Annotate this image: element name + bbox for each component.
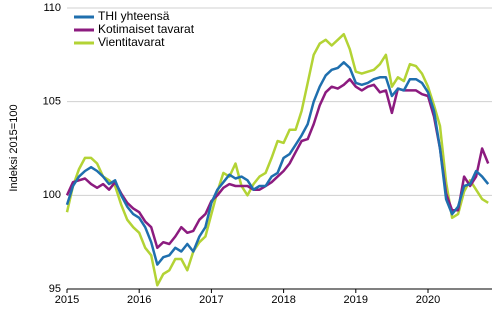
line-series: [65, 77, 490, 250]
y-tick-label: 100: [43, 189, 61, 201]
y-tick-label: 95: [49, 283, 61, 295]
line-series: [65, 61, 490, 266]
x-tick-label: 2019: [344, 294, 368, 306]
y-tick-label: 110: [43, 2, 61, 14]
x-tick-label: 2017: [199, 294, 223, 306]
x-tick-label: 2020: [416, 294, 440, 306]
y-tick-label: 105: [43, 96, 61, 108]
x-tick-label: 2015: [55, 294, 79, 306]
legend-label: THI yhteensä: [98, 9, 170, 23]
x-tick-label: 2018: [271, 294, 295, 306]
y-axis-label: Indeksi 2015=100: [8, 104, 20, 191]
legend-label: Vientitavarat: [98, 35, 165, 49]
x-tick-label: 2016: [127, 294, 151, 306]
line-series: [65, 32, 489, 287]
legend-label: Kotimaiset tavarat: [98, 22, 195, 36]
